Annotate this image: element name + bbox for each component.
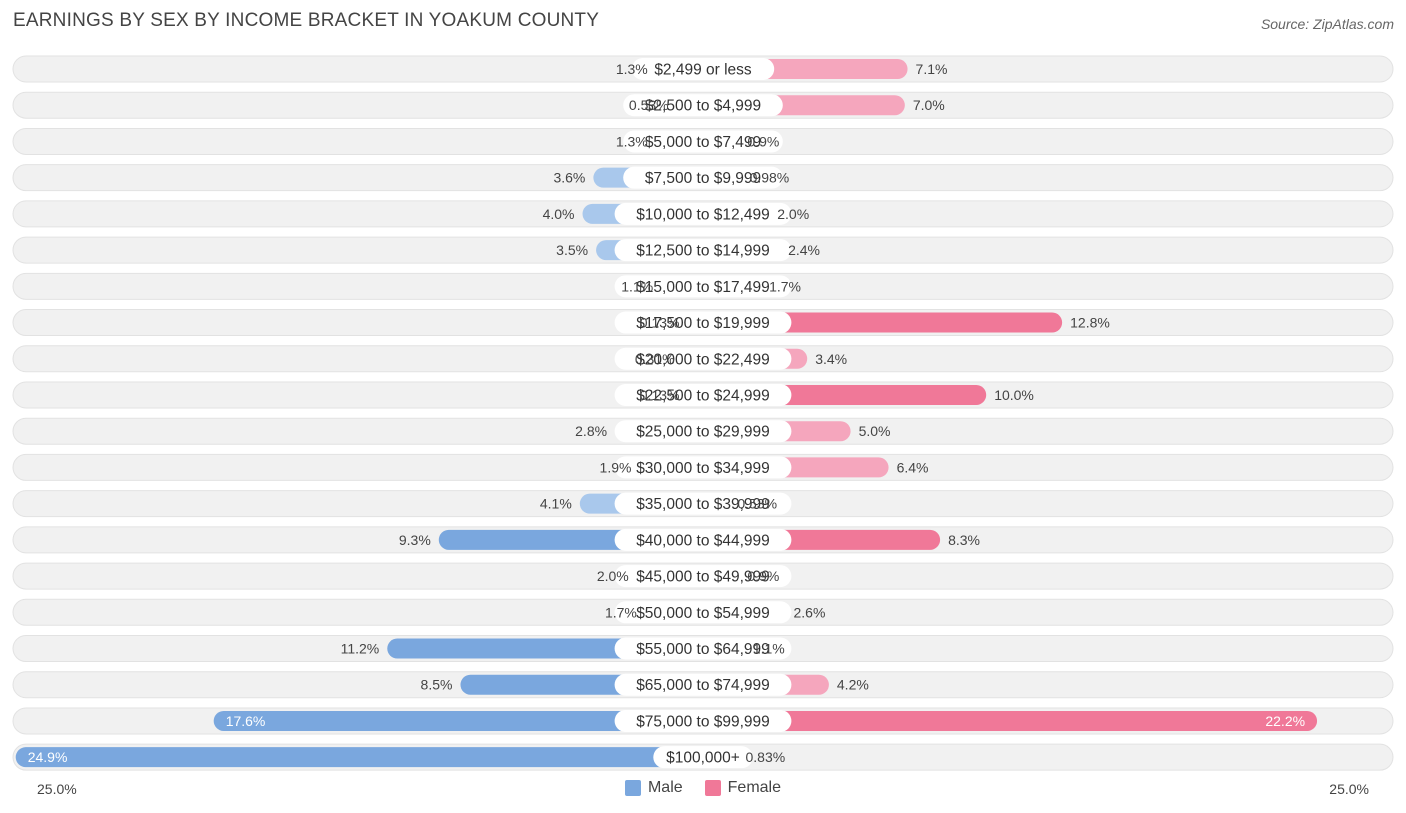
category-label: $17,500 to $19,999: [636, 315, 770, 332]
male-value-label: 9.3%: [399, 532, 431, 548]
axis-right-label: 25.0%: [1329, 781, 1369, 797]
male-value-label: 1.1%: [621, 278, 653, 294]
axis-left-label: 25.0%: [37, 781, 77, 797]
female-value-label: 0.98%: [750, 170, 790, 186]
male-value-label: 4.1%: [540, 496, 572, 512]
female-value-label: 12.8%: [1070, 315, 1110, 331]
male-value-label: 2.8%: [575, 423, 607, 439]
male-value-label: 8.5%: [421, 677, 453, 693]
category-pill: [614, 347, 792, 370]
category-pill: [614, 565, 792, 588]
male-value-label: 24.9%: [28, 749, 68, 765]
category-label: $10,000 to $12,499: [636, 206, 770, 223]
category-pill: [653, 746, 753, 769]
legend: Male Female: [0, 779, 1406, 797]
category-pill: [614, 709, 792, 732]
female-value-label: 6.4%: [897, 459, 929, 475]
category-pill: [623, 94, 783, 117]
category-label: $2,499 or less: [654, 62, 752, 79]
male-value-label: 17.6%: [226, 713, 266, 729]
category-label: $30,000 to $34,999: [636, 460, 770, 477]
female-value-label: 2.6%: [794, 604, 826, 620]
male-value-label: 3.5%: [556, 242, 588, 258]
category-pill: [614, 311, 792, 334]
category-label: $25,000 to $29,999: [636, 424, 770, 441]
female-value-label: 7.1%: [916, 61, 948, 77]
male-bar: [15, 747, 704, 768]
male-value-label: 0.31%: [635, 351, 675, 367]
male-value-label: 0.53%: [629, 97, 669, 113]
category-label: $22,500 to $24,999: [636, 387, 770, 404]
category-label: $45,000 to $49,999: [636, 569, 770, 586]
male-value-label: 1.7%: [605, 604, 637, 620]
legend-item-male[interactable]: Male: [624, 779, 683, 797]
category-pill: [623, 166, 783, 189]
female-value-label: 2.0%: [777, 206, 809, 222]
category-pill: [614, 239, 792, 262]
male-bar: [213, 710, 704, 731]
male-value-label: 2.0%: [597, 568, 629, 584]
category-label: $40,000 to $44,999: [636, 532, 770, 549]
female-value-label: 0.83%: [746, 749, 786, 765]
legend-item-female[interactable]: Female: [704, 779, 782, 797]
chart-title: EARNINGS BY SEX BY INCOME BRACKET IN YOA…: [13, 10, 600, 31]
category-pill: [631, 58, 775, 80]
legend-swatch-male: [624, 780, 641, 796]
category-pill: [623, 130, 783, 153]
female-bar: [703, 710, 1318, 731]
category-label: $65,000 to $74,999: [636, 677, 770, 694]
male-value-label: 11.2%: [341, 641, 380, 657]
male-value-label: 1.3%: [616, 133, 648, 149]
category-label: $15,000 to $17,499: [636, 279, 770, 296]
female-value-label: 1.1%: [753, 641, 785, 657]
female-value-label: 5.0%: [859, 423, 891, 439]
category-pill: [614, 456, 792, 479]
source-label: Source: ZipAtlas.com: [1260, 16, 1394, 32]
category-pill: [614, 202, 792, 225]
category-pill: [614, 673, 792, 696]
male-value-label: 4.0%: [543, 206, 575, 222]
category-pill: [614, 637, 792, 660]
category-label: $50,000 to $54,999: [636, 605, 770, 622]
category-pill: [614, 528, 792, 551]
male-value-label: 0.13%: [640, 387, 680, 403]
legend-swatch-female: [704, 780, 721, 796]
female-value-label: 0.9%: [747, 568, 779, 584]
category-label: $35,000 to $39,999: [636, 496, 770, 513]
male-value-label: 3.6%: [553, 170, 585, 186]
female-value-label: 7.0%: [913, 97, 945, 113]
female-bar: [703, 312, 1063, 333]
category-label: $2,500 to $4,999: [645, 98, 761, 115]
category-label: $12,500 to $14,999: [636, 243, 770, 260]
category-pill: [614, 492, 792, 515]
female-value-label: 22.2%: [1265, 713, 1305, 729]
category-label: $20,000 to $22,499: [636, 351, 770, 368]
male-value-label: 0.13%: [640, 315, 680, 331]
category-pill: [614, 383, 792, 406]
category-label: $55,000 to $64,999: [636, 641, 770, 658]
category-label: $7,500 to $9,999: [645, 170, 761, 187]
male-value-label: 1.3%: [616, 61, 648, 77]
male-value-label: 1.9%: [600, 459, 632, 475]
category-pill: [614, 275, 792, 298]
legend-label-male: Male: [647, 779, 683, 796]
category-pill: [614, 601, 792, 624]
category-label: $100,000+: [666, 750, 740, 767]
female-value-label: 2.4%: [788, 242, 820, 258]
female-value-label: 1.7%: [769, 278, 801, 294]
female-value-label: 0.9%: [747, 133, 779, 149]
female-value-label: 10.0%: [994, 387, 1034, 403]
legend-label-female: Female: [727, 779, 782, 796]
female-value-label: 8.3%: [948, 532, 980, 548]
female-value-label: 0.53%: [737, 496, 777, 512]
female-value-label: 3.4%: [815, 351, 847, 367]
category-label: $75,000 to $99,999: [636, 713, 770, 730]
category-pill: [614, 420, 792, 443]
category-label: $5,000 to $7,499: [645, 134, 761, 151]
female-value-label: 4.2%: [837, 677, 869, 693]
